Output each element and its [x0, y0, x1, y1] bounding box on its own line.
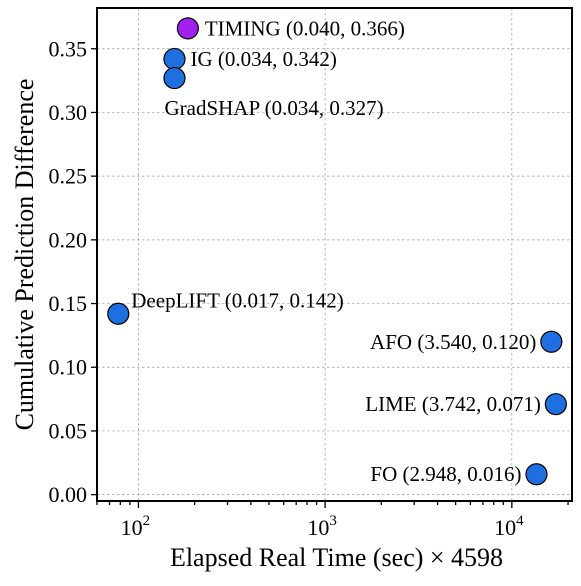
x-tick-base: 10	[494, 515, 516, 540]
y-tick-label: 0.00	[49, 482, 88, 507]
x-tick-base: 10	[307, 515, 329, 540]
plot-frame	[96, 7, 573, 502]
grid-layer	[97, 8, 572, 501]
point-label: IG (0.034, 0.342)	[190, 47, 336, 71]
x-tick-label: 103	[307, 513, 337, 540]
point-label: LIME (3.742, 0.071)	[365, 392, 541, 416]
data-point	[540, 330, 563, 353]
label-layer: TIMING (0.040, 0.366) IG (0.034, 0.342) Gr…	[131, 16, 541, 486]
data-point	[544, 393, 567, 416]
x-tick-exponent: 3	[329, 513, 337, 529]
y-tick-label: 0.15	[49, 291, 88, 316]
point-label: DeepLIFT (0.017, 0.142)	[131, 289, 344, 313]
x-tick-label: 102	[121, 513, 151, 540]
point-label: FO (2.948, 0.016)	[370, 462, 521, 486]
y-tick-label: 0.10	[49, 355, 88, 380]
data-point	[163, 47, 186, 71]
x-tick-base: 10	[121, 515, 143, 540]
y-tick-label: 0.35	[49, 36, 88, 61]
data-point	[107, 302, 130, 325]
data-point	[163, 66, 186, 90]
point-label: AFO (3.540, 0.120)	[370, 330, 536, 354]
y-tick-label: 0.25	[49, 164, 88, 189]
x-axis-title: Elapsed Real Time (sec) × 4598	[170, 543, 503, 572]
x-tick-exponent: 2	[143, 513, 151, 529]
point-layer	[107, 17, 567, 486]
data-point	[525, 463, 548, 486]
y-tick-label: 0.30	[49, 100, 88, 125]
x-tick-exponent: 4	[516, 513, 524, 529]
y-axis-title: Cumulative Prediction Difference	[10, 79, 39, 431]
point-label: TIMING (0.040, 0.366)	[205, 16, 405, 40]
point-label: GradSHAP (0.034, 0.327)	[164, 96, 383, 120]
y-tick-label: 0.05	[49, 418, 88, 443]
y-tick-label: 0.20	[49, 227, 88, 252]
x-tick-label: 104	[494, 513, 524, 540]
data-point	[176, 17, 199, 40]
